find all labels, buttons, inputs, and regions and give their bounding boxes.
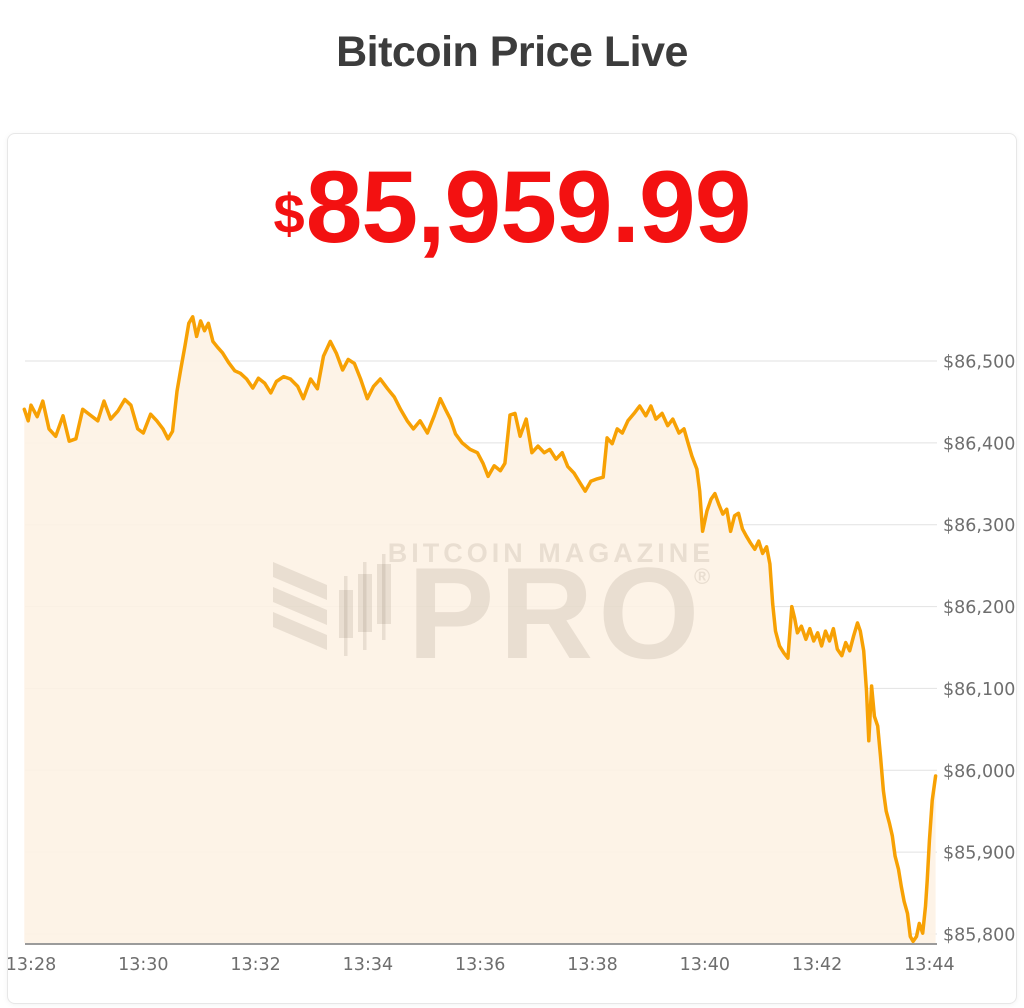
live-price: $85,959.99 [8,156,1016,258]
chart-card: $85,959.99 BITCOIN MAGAZINE PRO ® $86,50… [7,133,1017,1004]
watermark: BITCOIN MAGAZINE PRO ® [273,538,715,686]
watermark-brand-line: BITCOIN MAGAZINE [388,538,715,568]
y-tick-label: $86,500 [943,353,1015,373]
x-tick-label: 13:30 [118,955,168,975]
x-tick-label: 13:44 [904,955,954,975]
price-area-fill [24,316,936,943]
bitcoin-magazine-pro-logo-icon [273,554,391,656]
price-value: 85,959.99 [305,150,752,264]
y-tick-label: $85,800 [943,926,1015,946]
y-tick-label: $86,100 [943,680,1015,700]
price-chart: BITCOIN MAGAZINE PRO ® $86,500$86,400$86… [8,315,1015,976]
x-tick-label: 13:34 [343,955,393,975]
x-tick-label: 13:38 [567,955,617,975]
x-tick-label: 13:32 [230,955,280,975]
watermark-registered-icon: ® [694,564,710,589]
y-tick-label: $86,300 [943,516,1015,536]
x-tick-label: 13:42 [792,955,842,975]
price-line [22,315,938,944]
page-title: Bitcoin Price Live [336,28,688,76]
price-line-path [22,315,938,944]
x-tick-label: 13:40 [680,955,730,975]
axis-tick-labels: $86,500 $86,400 $86,300 $86,200 $86,100 $86,0… [8,353,1015,976]
x-tick-label: 13:36 [455,955,505,975]
y-tick-label: $85,900 [943,844,1015,864]
y-tick-label: $86,400 [943,434,1015,454]
y-tick-label: $86,000 [943,762,1015,782]
price-currency-symbol: $ [273,182,305,245]
x-tick-label: 13:28 [8,955,56,975]
watermark-brand-word: PRO [408,540,705,686]
y-tick-label: $86,200 [943,598,1015,618]
price-area [24,316,936,943]
